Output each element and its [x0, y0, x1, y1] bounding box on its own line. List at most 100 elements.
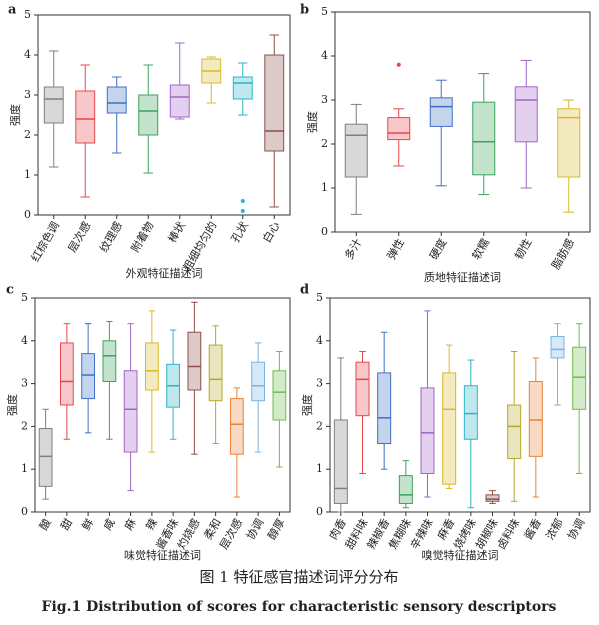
y-axis-title: 强度 — [5, 394, 19, 416]
box — [528, 380, 543, 457]
panel-label: d — [300, 283, 309, 298]
box — [230, 398, 244, 455]
y-axis-title: 强度 — [305, 111, 319, 133]
x-tick-label: 甜 — [58, 517, 75, 533]
box — [251, 361, 265, 402]
box — [187, 331, 202, 391]
x-tick-label: 协调 — [243, 516, 266, 542]
x-axis-title: 外观特征描述词 — [126, 266, 203, 280]
box — [463, 385, 478, 440]
x-tick-label: 浓郁 — [543, 516, 566, 542]
y-tick-label: 2 — [21, 419, 28, 432]
x-tick-label: 辣 — [142, 516, 160, 533]
box — [507, 404, 522, 459]
x-tick-label: 层次感 — [65, 219, 94, 255]
x-tick-label: 孔状 — [228, 219, 251, 245]
x-tick-label: 硬度 — [426, 236, 449, 262]
x-tick-label: 麻 — [121, 516, 139, 533]
box — [43, 86, 64, 124]
plot-frame — [34, 297, 291, 513]
plot-frame — [37, 14, 291, 216]
y-tick-label: 0 — [316, 505, 323, 518]
box — [344, 123, 368, 178]
x-axis-title: 质地特征描述词 — [424, 270, 501, 284]
panel-label: a — [8, 3, 17, 18]
box — [333, 419, 348, 504]
y-tick-label: 0 — [321, 225, 328, 238]
outlier — [240, 209, 245, 213]
y-tick-label: 4 — [24, 48, 31, 61]
y-tick-label: 3 — [316, 377, 323, 390]
x-tick-label: 酱香 — [521, 516, 544, 542]
x-tick-label: 脂肪感 — [548, 236, 577, 272]
x-tick-label: 咸 — [101, 517, 118, 533]
x-tick-label: 多汁 — [341, 236, 364, 262]
y-tick-label: 0 — [24, 208, 31, 221]
box — [557, 108, 581, 178]
y-tick-label: 4 — [21, 334, 28, 347]
outlier — [396, 62, 401, 67]
x-axis-title: 味觉特征描述词 — [124, 548, 201, 562]
y-tick-label: 3 — [321, 93, 328, 106]
x-tick-label: 鲜 — [79, 516, 97, 533]
y-tick-label: 5 — [316, 291, 323, 304]
y-tick-label: 1 — [21, 462, 28, 475]
box — [75, 90, 96, 144]
y-tick-label: 5 — [21, 291, 28, 304]
box — [472, 101, 496, 176]
box — [60, 342, 74, 406]
y-tick-label: 4 — [321, 49, 328, 62]
caption-en: Fig.1 Distribution of scores for charact… — [42, 599, 557, 615]
plot-frame — [334, 11, 591, 233]
box — [106, 86, 127, 114]
x-tick-label: 麻香 — [434, 516, 457, 542]
x-tick-label: 肉香 — [327, 517, 349, 543]
y-axis-title: 强度 — [300, 394, 314, 416]
caption-zh: 图 1 特征感官描述词评分分布 — [199, 568, 398, 586]
box — [355, 361, 370, 417]
y-tick-label: 2 — [321, 137, 328, 150]
box — [572, 346, 587, 410]
y-tick-label: 1 — [316, 462, 323, 475]
y-tick-label: 3 — [21, 377, 28, 390]
box — [264, 54, 285, 152]
outlier — [240, 199, 245, 203]
y-tick-label: 5 — [24, 8, 31, 21]
box — [442, 372, 457, 485]
panel-label: c — [6, 283, 14, 298]
box — [485, 494, 500, 502]
x-tick-label: 白心 — [259, 219, 282, 245]
x-tick-label: 红棕色调 — [28, 219, 62, 264]
box — [81, 353, 95, 400]
box — [38, 428, 53, 487]
box — [387, 117, 411, 141]
y-tick-label: 4 — [316, 334, 323, 347]
box — [208, 344, 223, 402]
y-tick-label: 1 — [24, 168, 31, 181]
x-tick-label: 辛辣味 — [407, 516, 436, 552]
box — [514, 86, 538, 143]
y-tick-label: 1 — [321, 181, 328, 194]
x-tick-label: 棒状 — [165, 219, 188, 245]
y-tick-label: 3 — [24, 88, 31, 101]
x-tick-label: 弹性 — [384, 236, 407, 262]
x-tick-label: 酸 — [36, 516, 54, 533]
box — [272, 370, 287, 421]
x-tick-label: 韧性 — [511, 236, 534, 262]
box — [398, 475, 413, 504]
panel-label: b — [300, 3, 309, 18]
box — [169, 84, 190, 118]
x-tick-label: 协调 — [564, 516, 587, 542]
box — [429, 97, 453, 127]
plot-frame — [329, 297, 591, 513]
box — [232, 76, 253, 100]
box — [145, 342, 159, 391]
x-axis-title: 嗅觉特征描述词 — [422, 548, 499, 562]
y-tick-label: 0 — [21, 505, 28, 518]
y-axis-title: 强度 — [8, 104, 22, 126]
x-tick-label: 软糯 — [469, 236, 492, 262]
y-tick-label: 5 — [321, 5, 328, 18]
box — [377, 372, 392, 445]
x-tick-label: 卤料味 — [494, 516, 523, 552]
